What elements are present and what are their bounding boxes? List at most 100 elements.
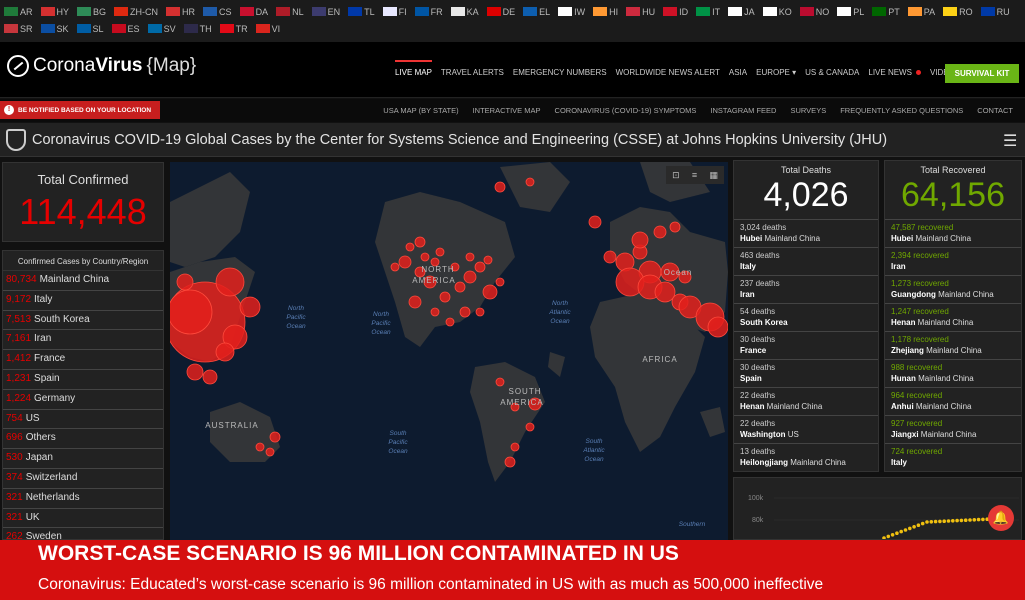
case-marker[interactable] — [494, 181, 506, 193]
country-row[interactable]: 9,172 Italy — [3, 291, 163, 311]
case-marker[interactable] — [528, 397, 542, 411]
hamburger-menu-icon[interactable]: ☰ — [1003, 133, 1018, 150]
language-option[interactable]: SV — [147, 20, 176, 37]
recovered-row[interactable]: 1,178 recovered Zhejiang Mainland China — [885, 331, 1021, 359]
nav-item[interactable]: LIVE MAP — [395, 60, 432, 77]
language-option[interactable]: TH — [183, 20, 212, 37]
recovered-row[interactable]: 988 recovered Hunan Mainland China — [885, 359, 1021, 387]
recovered-row[interactable]: 2,394 recovered Iran — [885, 247, 1021, 275]
language-option[interactable]: PA — [907, 3, 935, 20]
case-marker[interactable] — [504, 456, 516, 468]
nav-item[interactable]: EUROPE ▾ — [756, 68, 796, 77]
country-row[interactable]: 7,161 Iran — [3, 330, 163, 351]
country-row[interactable]: 754 US — [3, 410, 163, 430]
language-option[interactable]: IW — [558, 3, 585, 20]
case-marker[interactable] — [653, 225, 667, 239]
deaths-row[interactable]: 22 deaths Henan Mainland China — [734, 387, 878, 415]
case-marker[interactable] — [255, 442, 265, 452]
language-option[interactable]: RU — [980, 3, 1010, 20]
world-map[interactable]: NORTH AMERICA North Pacific Ocean North Pacifi… — [170, 162, 728, 540]
language-option[interactable]: HU — [626, 3, 655, 20]
banner-headline[interactable]: WORST-CASE SCENARIO IS 96 MILLION CONTAM… — [38, 542, 679, 565]
case-marker[interactable] — [215, 267, 245, 297]
case-marker[interactable] — [510, 442, 520, 452]
deaths-row[interactable]: 30 deaths France — [734, 331, 878, 359]
case-marker[interactable] — [654, 281, 676, 303]
case-marker[interactable] — [678, 270, 692, 284]
case-marker[interactable] — [186, 363, 204, 381]
case-marker[interactable] — [408, 295, 422, 309]
notify-location-button[interactable]: ! BE NOTIFIED BASED ON YOUR LOCATION — [0, 101, 160, 119]
subnav-item[interactable]: INSTAGRAM FEED — [710, 106, 777, 115]
case-marker[interactable] — [525, 177, 535, 187]
case-marker[interactable] — [669, 221, 681, 233]
total-deaths-panel[interactable]: Total Deaths 4,026 3,024 deaths Hubei Mai… — [733, 160, 879, 472]
case-marker[interactable] — [269, 431, 281, 443]
deaths-row[interactable]: 30 deaths Spain — [734, 359, 878, 387]
language-option[interactable]: EN — [311, 3, 340, 20]
case-marker[interactable] — [495, 277, 505, 287]
confirmed-by-country-list[interactable]: Confirmed Cases by Country/Region 80,734… — [2, 250, 164, 540]
total-recovered-panel[interactable]: Total Recovered 64,156 47,587 recovered H… — [884, 160, 1022, 472]
subnav-item[interactable]: CONTACT — [977, 106, 1013, 115]
language-option[interactable]: IT — [696, 3, 720, 20]
language-option[interactable]: SL — [76, 20, 104, 37]
language-option[interactable]: FR — [414, 3, 443, 20]
deaths-row[interactable]: 13 deaths Heilongjiang Mainland China — [734, 443, 878, 471]
case-marker[interactable] — [420, 252, 430, 262]
nav-item[interactable]: TRAVEL ALERTS — [441, 68, 504, 77]
recovered-row[interactable]: 1,247 recovered Henan Mainland China — [885, 303, 1021, 331]
recovered-row[interactable]: 1,273 recovered Guangdong Mainland China — [885, 275, 1021, 303]
recovered-row[interactable]: 47,587 recovered Hubei Mainland China — [885, 219, 1021, 247]
language-option[interactable]: KA — [450, 3, 479, 20]
case-marker[interactable] — [414, 236, 426, 248]
case-marker[interactable] — [660, 262, 680, 282]
language-option[interactable]: NO — [799, 3, 829, 20]
case-marker[interactable] — [390, 262, 400, 272]
case-marker[interactable] — [435, 247, 445, 257]
country-row[interactable]: 80,734 Mainland China — [3, 271, 163, 291]
case-marker[interactable] — [483, 255, 493, 265]
language-option[interactable]: AR — [4, 3, 33, 20]
country-row[interactable]: 1,412 France — [3, 350, 163, 370]
language-option[interactable]: PT — [872, 3, 900, 20]
country-row[interactable]: 1,224 Germany — [3, 390, 163, 410]
case-marker[interactable] — [463, 270, 477, 284]
country-row[interactable]: 530 Japan — [3, 449, 163, 469]
bookmark-icon[interactable]: ⊡ — [672, 169, 680, 180]
site-logo[interactable]: Corona Virus {Map} — [7, 55, 196, 77]
case-marker[interactable] — [430, 257, 440, 267]
deaths-row[interactable]: 3,024 deaths Hubei Mainland China — [734, 219, 878, 247]
language-option[interactable]: ES — [111, 20, 140, 37]
language-option[interactable]: HR — [166, 3, 195, 20]
subnav-item[interactable]: USA MAP (BY STATE) — [383, 106, 459, 115]
country-row[interactable]: 7,513 South Korea — [3, 311, 163, 331]
news-banner[interactable] — [0, 540, 1025, 600]
survival-kit-button[interactable]: SURVIVAL KIT — [945, 64, 1019, 83]
language-option[interactable]: CS — [203, 3, 232, 20]
case-marker[interactable] — [398, 255, 412, 269]
country-row[interactable]: 321 Netherlands — [3, 489, 163, 509]
language-option[interactable]: ID — [663, 3, 688, 20]
case-marker[interactable] — [495, 377, 505, 387]
nav-item[interactable]: US & CANADA — [805, 68, 859, 77]
map-tools[interactable]: ⊡ ≡ ▦ — [666, 166, 724, 184]
deaths-row[interactable]: 237 deaths Iran — [734, 275, 878, 303]
language-option[interactable]: TL — [348, 3, 375, 20]
language-option[interactable]: NL — [276, 3, 304, 20]
case-marker[interactable] — [222, 324, 248, 350]
case-marker[interactable] — [459, 306, 471, 318]
language-option[interactable]: RO — [943, 3, 973, 20]
language-option[interactable]: EL — [523, 3, 550, 20]
language-option[interactable]: BG — [77, 3, 106, 20]
country-row[interactable]: 374 Switzerland — [3, 469, 163, 489]
recovered-row[interactable]: 724 recovered Italy — [885, 443, 1021, 471]
case-marker[interactable] — [450, 262, 460, 272]
language-option[interactable]: SR — [4, 20, 33, 37]
language-option[interactable]: DA — [239, 3, 268, 20]
case-marker[interactable] — [525, 422, 535, 432]
country-row[interactable]: 696 Others — [3, 429, 163, 450]
nav-item[interactable]: WORLDWIDE NEWS ALERT — [616, 68, 720, 77]
case-marker[interactable] — [414, 266, 426, 278]
case-marker[interactable] — [430, 307, 440, 317]
